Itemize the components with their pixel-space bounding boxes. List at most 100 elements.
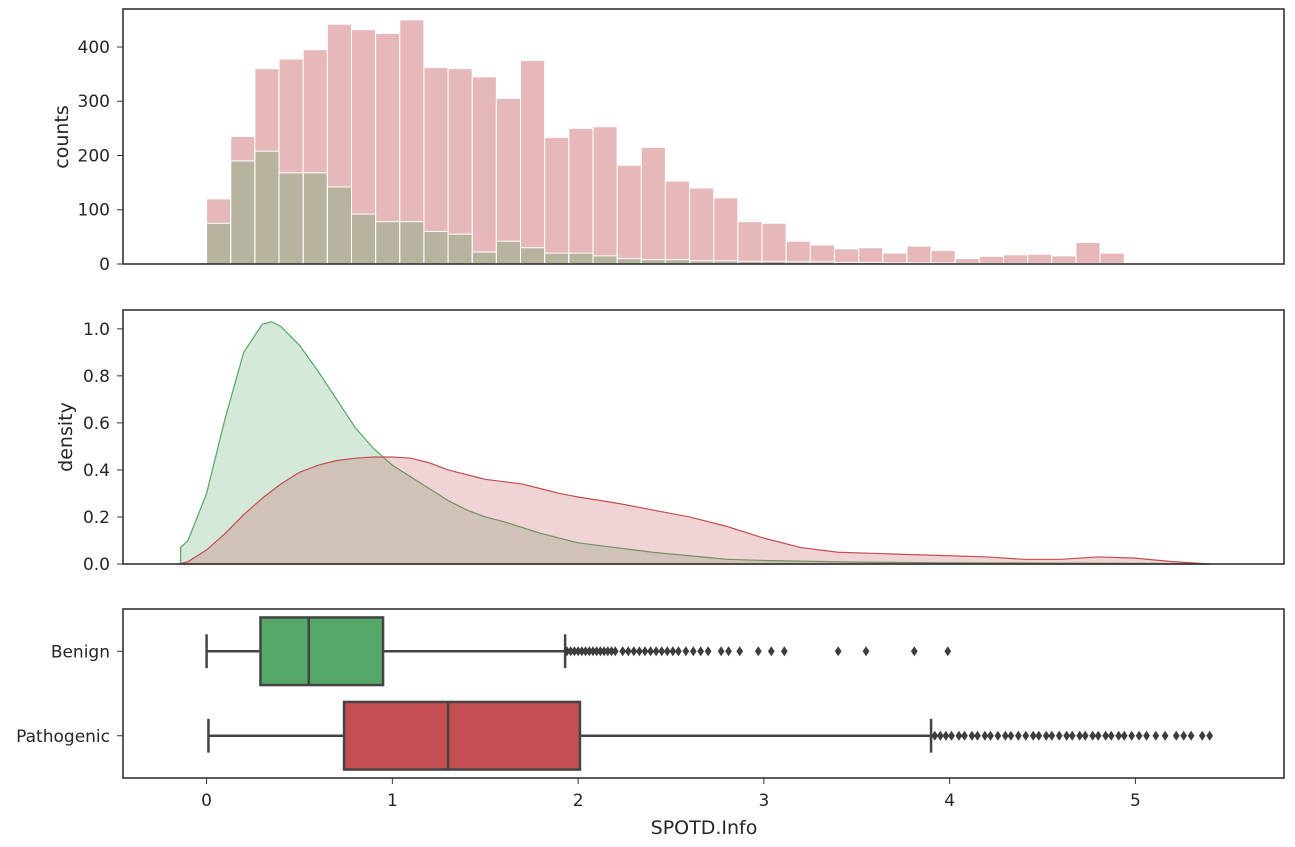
pathogenic-bar <box>544 137 570 265</box>
benign-outlier <box>862 646 870 657</box>
x-tick-label: 3 <box>758 791 769 811</box>
pathogenic-outlier <box>1115 730 1123 741</box>
pathogenic-outlier <box>1198 730 1206 741</box>
benign-outlier <box>608 646 615 657</box>
pathogenic-bar <box>375 32 401 265</box>
density-y-ticks: 0.0 0.2 0.4 0.6 0.8 1.0 <box>83 320 123 575</box>
pathogenic-bar <box>713 197 739 265</box>
benign-bar <box>206 222 232 265</box>
benign-outlier <box>641 646 649 657</box>
pathogenic-bar <box>640 146 666 265</box>
benign-outlier <box>682 646 690 657</box>
x-tick-label: 5 <box>1130 791 1141 811</box>
benign-density-area <box>179 321 1210 565</box>
x-axis-label: SPOTD.Info <box>651 817 758 839</box>
pathogenic-bar <box>471 76 497 265</box>
pathogenic-bar <box>592 126 618 265</box>
y-tick-label: 0.0 <box>83 555 110 575</box>
histogram-panel: 0 100 200 300 400 counts <box>51 8 1285 275</box>
benign-outlier <box>725 646 732 657</box>
benign-bar <box>447 233 473 265</box>
benign-outlier <box>582 646 589 657</box>
pathogenic-outlier <box>981 730 989 741</box>
pathogenic-outlier <box>1128 730 1136 741</box>
pathogenic-outlier <box>1063 730 1071 741</box>
benign-outlier <box>669 646 677 657</box>
benign-outlier <box>574 646 582 657</box>
benign-bar <box>495 240 522 265</box>
pathogenic-outlier <box>1143 730 1150 741</box>
benign-outlier <box>611 646 619 657</box>
benign-bar <box>375 221 401 265</box>
pathogenic-bar <box>833 248 860 265</box>
pathogenic-bar <box>882 252 908 265</box>
benign-bar <box>254 150 280 265</box>
pathogenic-outlier <box>1161 730 1169 741</box>
boxplot-x-ticks: 0 1 2 3 4 5 <box>201 778 1141 811</box>
pathogenic-outlier <box>948 730 955 741</box>
pathogenic-bar <box>1003 254 1029 265</box>
y-tick-label: 100 <box>78 201 110 221</box>
pathogenic-bar <box>326 23 352 265</box>
pathogenic-outlier <box>1055 730 1063 741</box>
benign-outlier <box>704 646 712 657</box>
pathogenic-bar <box>906 245 932 265</box>
pathogenic-bar <box>1099 252 1125 265</box>
y-tick-label: 200 <box>78 146 110 166</box>
y-tick-label: 0.8 <box>83 367 110 387</box>
boxplot-panel: Benign Pathogenic 0 1 2 3 4 5 SPOTD.Info <box>16 608 1285 839</box>
pathogenic-bar <box>785 240 811 265</box>
boxplot-category-labels: Benign Pathogenic <box>16 642 123 747</box>
x-tick-label: 4 <box>944 791 955 811</box>
pathogenic-bar <box>737 221 763 265</box>
pathogenic-bar <box>978 255 1005 265</box>
pathogenic-outlier <box>931 730 939 741</box>
pathogenic-outlier <box>1002 730 1009 741</box>
pathogenic-box <box>342 700 582 771</box>
pathogenic-outlier <box>942 730 950 741</box>
benign-outlier <box>619 646 627 657</box>
benign-outlier <box>689 646 697 657</box>
benign-outlier <box>597 646 604 657</box>
pathogenic-bar <box>858 247 884 265</box>
pathogenic-outlier <box>1187 730 1195 741</box>
pathogenic-outlier <box>1029 730 1037 741</box>
pathogenic-outlier <box>955 730 963 741</box>
y-tick-label: 0.6 <box>83 414 110 434</box>
benign-outlier <box>754 646 762 657</box>
pathogenic-bar <box>1027 253 1053 265</box>
y-tick-label: 0.2 <box>83 508 110 528</box>
pathogenic-outlier <box>1007 730 1015 741</box>
benign-outlier <box>834 646 842 657</box>
y-tick-label: 0 <box>99 255 110 275</box>
pathogenic-outlier <box>1135 730 1143 741</box>
pathogenic-outlier <box>1120 730 1128 741</box>
pathogenic-bar <box>689 187 715 265</box>
benign-outlier <box>647 646 654 657</box>
benign-bar <box>326 186 352 265</box>
y-tick-label: 0.4 <box>83 461 110 481</box>
benign-bar <box>471 251 497 265</box>
pathogenic-outlier <box>1172 730 1180 741</box>
benign-outlier <box>604 646 612 657</box>
benign-bar <box>592 255 618 265</box>
density-frame <box>122 309 1285 565</box>
benign-outlier <box>636 646 643 657</box>
benign-bar <box>544 252 570 265</box>
pathogenic-outlier <box>1094 730 1102 741</box>
benign-outlier <box>910 646 918 657</box>
benign-outlier <box>571 646 578 657</box>
benign-outlier <box>600 646 608 657</box>
histogram-frame <box>122 8 1285 265</box>
x-tick-label: 1 <box>387 791 398 811</box>
pathogenic-bar <box>1075 241 1101 265</box>
benign-bar <box>568 252 594 265</box>
benign-outlier <box>675 646 682 657</box>
pathogenic-bar <box>520 60 546 265</box>
benign-outlier <box>717 646 725 657</box>
pathogenic-outlier <box>987 730 994 741</box>
pathogenic-bar <box>664 180 691 265</box>
benign-outlier <box>944 646 952 657</box>
pathogenic-bar <box>495 98 522 265</box>
pathogenic-outlier <box>1152 730 1160 741</box>
